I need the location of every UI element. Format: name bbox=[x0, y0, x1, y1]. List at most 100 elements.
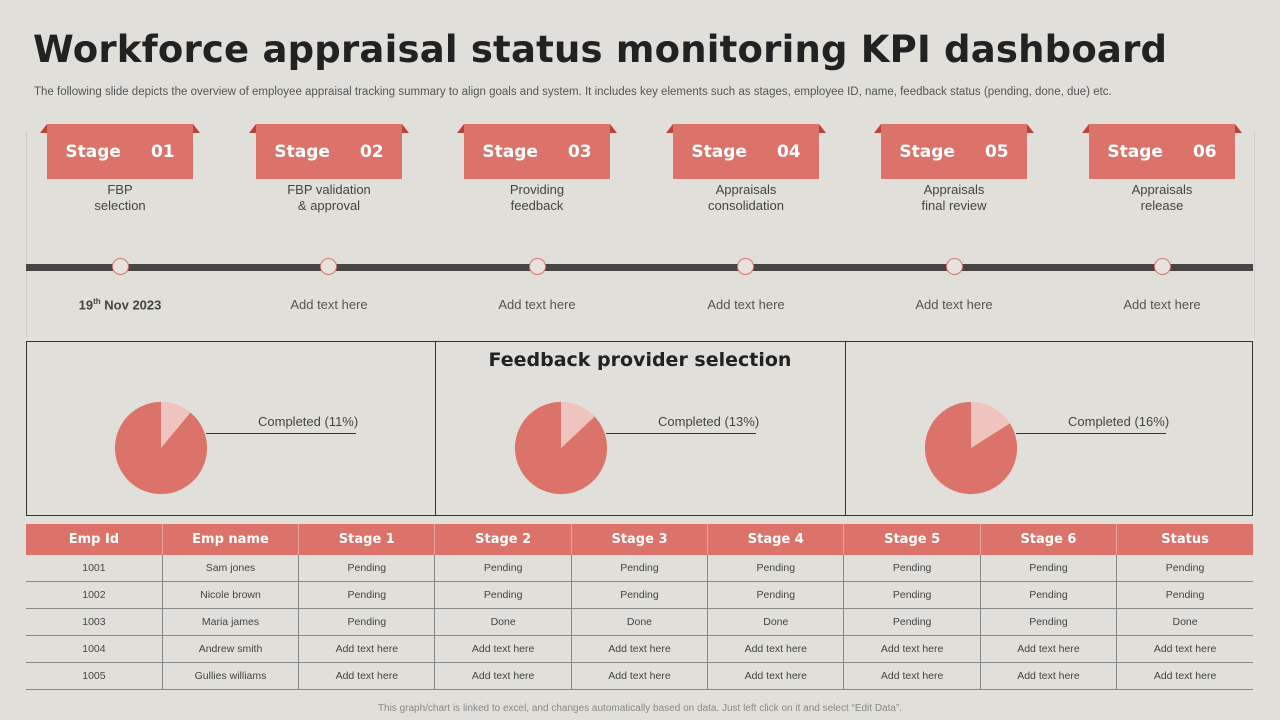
table-cell: 1004 bbox=[26, 635, 163, 663]
completion-pie-chart-2 bbox=[514, 401, 608, 495]
pie-leader-line bbox=[1016, 433, 1166, 434]
stage-description: Appraisals consolidation bbox=[708, 182, 784, 213]
stage-description: Appraisals final review bbox=[921, 182, 987, 213]
table-cell: Add text here bbox=[843, 662, 981, 690]
column-header: Stage 6 bbox=[980, 524, 1118, 555]
table-cell: Add text here bbox=[843, 635, 981, 663]
stage-card-2: Stage 02 FBP validation & approval bbox=[249, 124, 409, 214]
table-cell: Pending bbox=[1116, 581, 1253, 609]
pie-slice-completed bbox=[561, 401, 595, 448]
stage-card-3: Stage 03 Providing feedback bbox=[457, 124, 617, 214]
page-subtitle: The following slide depicts the overview… bbox=[34, 86, 1112, 98]
stage-date-5: Add text here bbox=[915, 297, 993, 312]
table-row: 1005 Gullies williams Add text here Add tex… bbox=[26, 662, 1253, 690]
table-cell: Pending bbox=[843, 581, 981, 609]
table-cell: Pending bbox=[707, 581, 845, 609]
table-cell: Add text here bbox=[1116, 662, 1253, 690]
table-cell: Sam jones bbox=[162, 555, 300, 582]
footer-note: This graph/chart is linked to excel, and… bbox=[377, 703, 903, 714]
page-title: Workforce appraisal status monitoring KP… bbox=[33, 28, 1168, 71]
timeline-marker bbox=[529, 258, 546, 275]
pie-leader-line bbox=[206, 433, 356, 434]
table-cell: Add text here bbox=[571, 662, 709, 690]
stage-label: Stage bbox=[482, 141, 538, 162]
pie-completed-label-1: Completed (11%) bbox=[258, 414, 359, 429]
table-cell: 1001 bbox=[26, 555, 163, 582]
table-cell: Pending bbox=[298, 608, 436, 636]
stage-description: Appraisals release bbox=[1131, 182, 1193, 213]
table-cell: Pending bbox=[843, 555, 981, 582]
column-header: Stage 1 bbox=[298, 524, 436, 555]
pie-slice-completed bbox=[161, 401, 191, 448]
feedback-panel-1 bbox=[26, 341, 436, 516]
table-cell: Pending bbox=[843, 608, 981, 636]
table-row: 1001 Sam jones Pending Pending Pending Pendin… bbox=[26, 555, 1253, 582]
table-cell: Add text here bbox=[707, 662, 845, 690]
stage-number: 04 bbox=[776, 141, 801, 162]
pie-slice-remaining bbox=[924, 401, 1018, 495]
table-cell: Nicole brown bbox=[162, 581, 300, 609]
table-row: 1004 Andrew smith Add text here Add text he… bbox=[26, 635, 1253, 663]
timeline-marker bbox=[1154, 258, 1171, 275]
stage-number: 03 bbox=[567, 141, 592, 162]
table-cell: Pending bbox=[980, 581, 1118, 609]
table-cell: 1002 bbox=[26, 581, 163, 609]
feedback-section-title: Feedback provider selection bbox=[488, 349, 792, 371]
stage-card-6: Stage 06 Appraisals release bbox=[1082, 124, 1242, 214]
table-row: 1003 Maria james Pending Done Done Done Pendin… bbox=[26, 608, 1253, 636]
stage-card-5: Stage 05 Appraisals final review bbox=[874, 124, 1034, 214]
stage-number: 02 bbox=[359, 141, 384, 162]
feedback-panel-3 bbox=[845, 341, 1253, 516]
timeline-marker bbox=[946, 258, 963, 275]
table-cell: Add text here bbox=[298, 635, 436, 663]
table-cell: Add text here bbox=[434, 662, 572, 690]
table-row: 1002 Nicole brown Pending Pending Pending Pen… bbox=[26, 581, 1253, 609]
table-cell: Pending bbox=[571, 555, 709, 582]
timeline-panel bbox=[26, 132, 1255, 337]
pie-completed-label-3: Completed (16%) bbox=[1068, 414, 1170, 429]
table-cell: Add text here bbox=[707, 635, 845, 663]
stage-label: Stage bbox=[691, 141, 747, 162]
stage-date-1: 19th Nov 2023 bbox=[78, 297, 162, 313]
stage-number: 01 bbox=[150, 141, 175, 162]
table-header-row: Emp Id Emp name Stage 1 Stage 2 Stage 3 Stage… bbox=[26, 524, 1253, 555]
table-cell: Pending bbox=[298, 581, 436, 609]
table-cell: Done bbox=[707, 608, 845, 636]
table-cell: Add text here bbox=[980, 662, 1118, 690]
table-cell: Add text here bbox=[571, 635, 709, 663]
pie-slice-remaining bbox=[514, 401, 608, 495]
stage-label: Stage bbox=[1107, 141, 1163, 162]
table-cell: 1003 bbox=[26, 608, 163, 636]
column-header: Emp name bbox=[162, 524, 300, 555]
table-cell: Done bbox=[434, 608, 572, 636]
stage-label: Stage bbox=[274, 141, 330, 162]
table-cell: Pending bbox=[434, 581, 572, 609]
stage-date-2: Add text here bbox=[290, 297, 368, 312]
table-cell: Maria james bbox=[162, 608, 300, 636]
table-cell: Add text here bbox=[434, 635, 572, 663]
table-cell: Andrew smith bbox=[162, 635, 300, 663]
stage-label: Stage bbox=[899, 141, 955, 162]
table-cell: Pending bbox=[980, 608, 1118, 636]
stage-date-6: Add text here bbox=[1123, 297, 1201, 312]
stage-description: FBP validation & approval bbox=[287, 182, 371, 213]
stage-number: 06 bbox=[1192, 141, 1217, 162]
pie-slice-remaining bbox=[114, 401, 208, 495]
column-header: Status bbox=[1116, 524, 1253, 555]
table-cell: 1005 bbox=[26, 662, 163, 690]
stage-card-4: Stage 04 Appraisals consolidation bbox=[666, 124, 826, 214]
stage-card-1: Stage 01 FBP selection bbox=[40, 124, 200, 214]
column-header: Stage 4 bbox=[707, 524, 845, 555]
completion-pie-chart-3 bbox=[924, 401, 1018, 495]
column-header: Stage 5 bbox=[843, 524, 981, 555]
table-cell: Pending bbox=[298, 555, 436, 582]
table-cell: Done bbox=[571, 608, 709, 636]
column-header: Stage 3 bbox=[571, 524, 709, 555]
employee-status-table: Emp Id Emp name Stage 1 Stage 2 Stage 3 Stage… bbox=[26, 524, 1253, 690]
pie-completed-label-2: Completed (13%) bbox=[658, 414, 760, 429]
table-cell: Pending bbox=[980, 555, 1118, 582]
column-header: Emp Id bbox=[26, 524, 163, 555]
pie-leader-line bbox=[606, 433, 756, 434]
table-cell: Add text here bbox=[298, 662, 436, 690]
table-cell: Gullies williams bbox=[162, 662, 300, 690]
